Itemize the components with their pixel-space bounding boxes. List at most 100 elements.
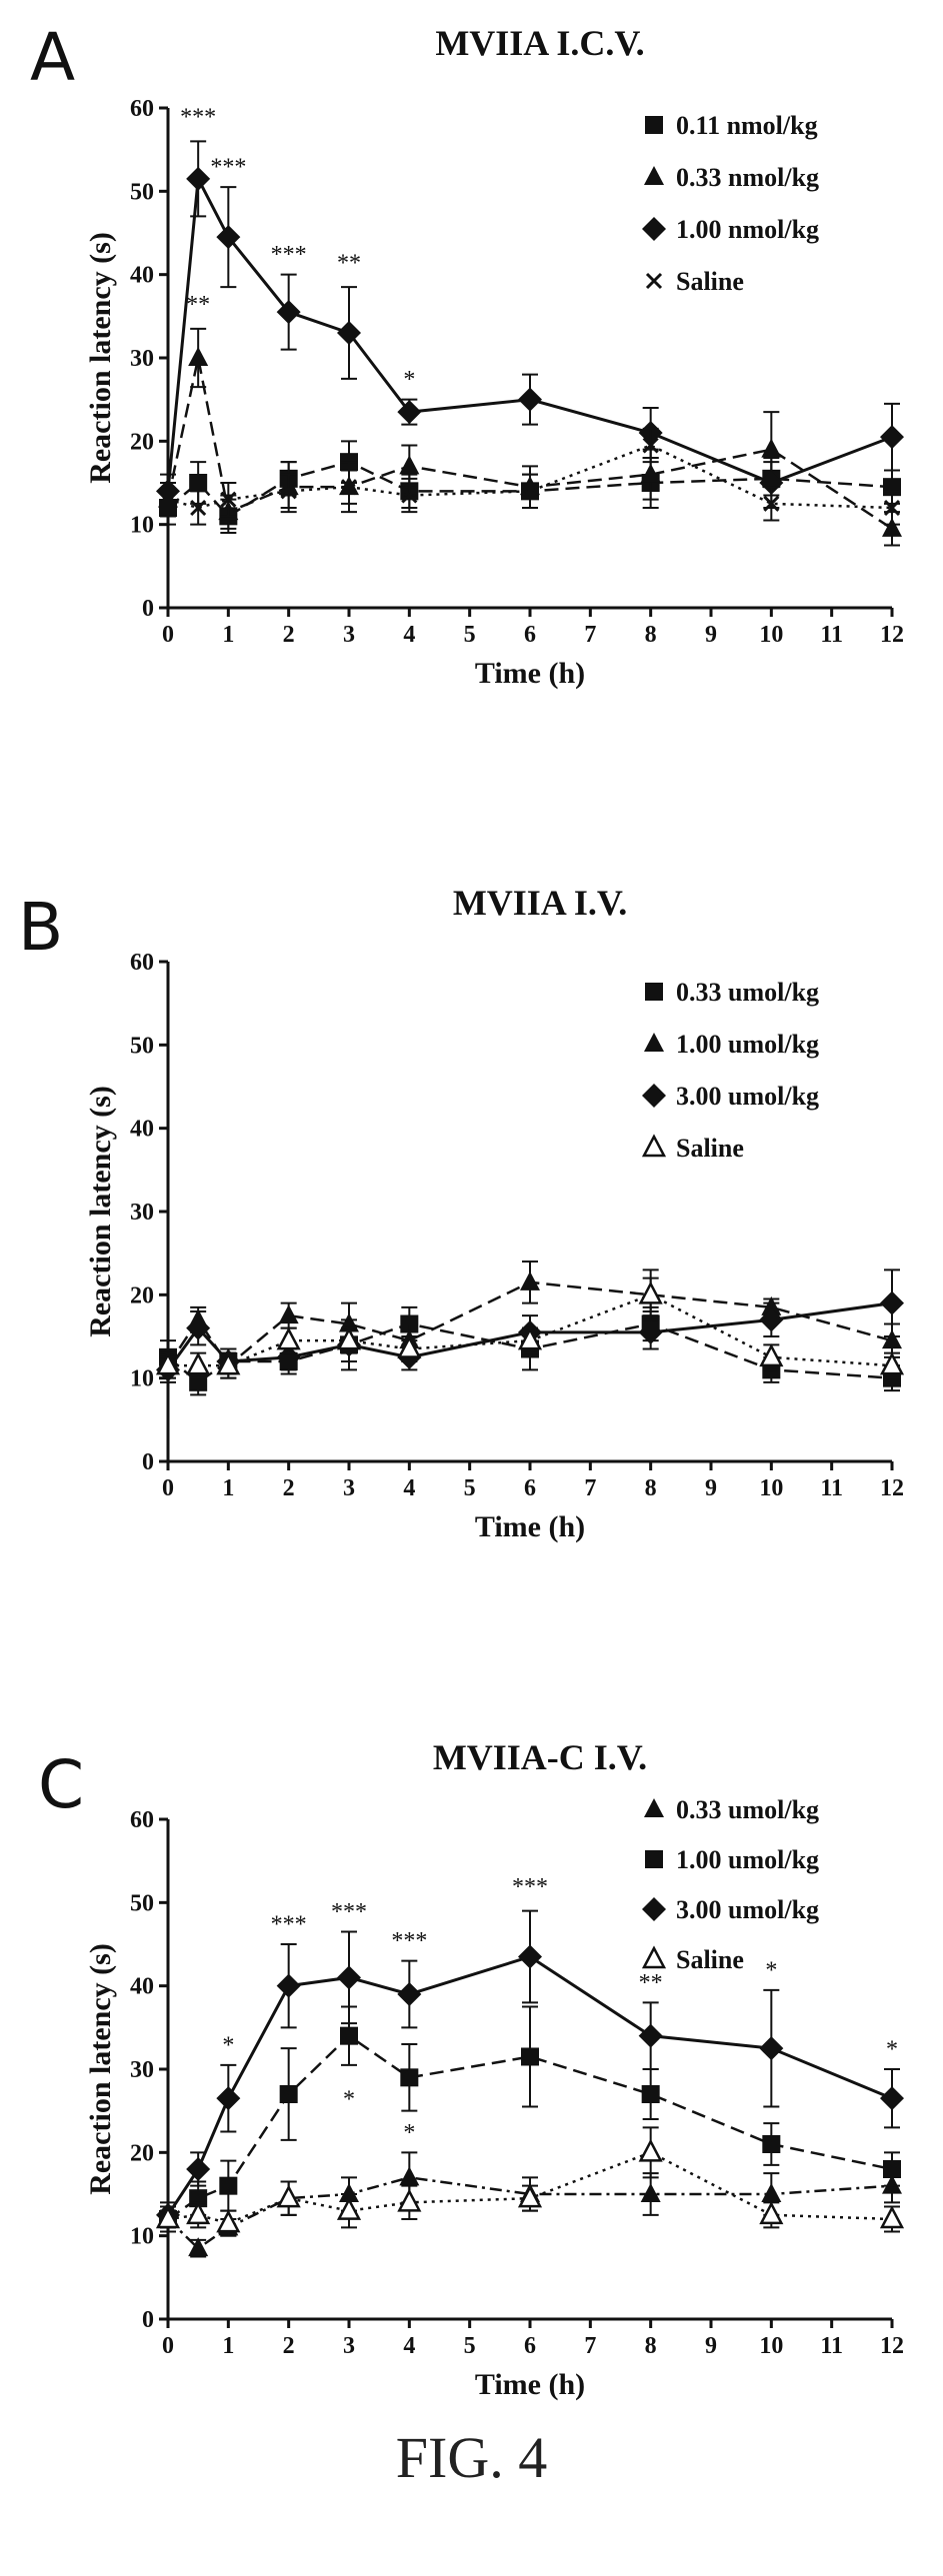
data-point [397, 2188, 422, 2212]
y-tick-label: 0 [142, 596, 154, 622]
data-point [397, 1982, 422, 2006]
data-point [640, 2183, 661, 2202]
x-tick-label: 10 [759, 1475, 783, 1501]
significance-label: * [343, 2087, 355, 2113]
data-point [880, 425, 904, 450]
x-tick-label: 12 [880, 1475, 904, 1501]
data-point [190, 499, 207, 517]
x-tick-label: 7 [584, 622, 596, 648]
legend-marker [645, 983, 663, 1001]
x-tick-label: 7 [584, 2333, 596, 2359]
data-point [216, 2086, 241, 2111]
series-line [166, 1301, 893, 1371]
data-point [880, 1290, 904, 1315]
significance-label: * [222, 2032, 234, 2058]
data-point [880, 2086, 904, 2111]
legend-marker [645, 272, 663, 290]
series-line [167, 1322, 893, 1384]
legend-entry: 1.00 umol/kg [645, 1845, 819, 1874]
data-point [521, 483, 539, 500]
x-tick-label: 6 [524, 622, 536, 648]
x-tick-label: 8 [645, 1475, 657, 1501]
x-tick-label: 5 [464, 2333, 476, 2359]
data-point [399, 455, 420, 475]
series-4 [155, 1277, 905, 1379]
significance-label: ** [639, 1970, 663, 1996]
series-4 [159, 427, 901, 526]
data-point [276, 1326, 301, 1350]
legend-marker [644, 166, 664, 185]
x-tick-label: 5 [464, 622, 476, 648]
x-tick-label: 11 [820, 2333, 843, 2359]
data-point [337, 1965, 361, 1990]
data-point [216, 225, 241, 250]
y-tick-label: 0 [142, 1449, 154, 1475]
x-tick-label: 2 [283, 2333, 295, 2359]
legend-marker [644, 1798, 664, 1817]
data-point [216, 1351, 241, 1375]
legend-label: 3.00 umol/kg [676, 1895, 819, 1924]
x-tick-label: 8 [645, 622, 657, 648]
y-tick-label: 20 [130, 429, 154, 455]
y-tick-label: 40 [130, 1117, 154, 1143]
significance-label: *** [271, 242, 307, 268]
data-point [276, 300, 301, 325]
legend-entry: Saline [641, 1134, 744, 1163]
legend-label: 1.00 umol/kg [676, 1845, 819, 1874]
legend-label: 0.33 umol/kg [676, 1795, 819, 1824]
data-point [883, 499, 901, 517]
significance-label: *** [391, 1928, 427, 1954]
data-point [763, 495, 780, 512]
series-3 [156, 1909, 904, 2229]
data-point [759, 1343, 784, 1367]
y-tick-label: 30 [130, 1200, 154, 1226]
data-point [759, 2036, 784, 2061]
data-point [336, 1326, 362, 1350]
x-tick-label: 9 [705, 1475, 717, 1501]
legend-entry: 0.11 nmol/kg [645, 111, 818, 140]
significance-label: ** [186, 292, 210, 318]
legend-label: 0.33 umol/kg [676, 978, 819, 1007]
y-tick-label: 10 [130, 1366, 154, 1392]
x-tick-label: 3 [343, 1475, 355, 1501]
x-tick-label: 8 [645, 2333, 657, 2359]
y-tick-label: 50 [130, 1033, 154, 1059]
data-point [279, 2085, 298, 2103]
panel-letter: B [18, 889, 63, 966]
series-line [168, 1292, 893, 1367]
legend-entry: 0.33 umol/kg [645, 978, 819, 1007]
data-point [220, 491, 237, 508]
x-tick-label: 4 [403, 622, 415, 648]
data-point [883, 2160, 901, 2178]
panel-letter: C [38, 1746, 84, 1823]
legend-entry: 1.00 nmol/kg [642, 215, 819, 244]
y-axis-label: Reaction latency (s) [84, 232, 117, 484]
data-point [518, 1944, 542, 1969]
series-line [167, 2176, 893, 2250]
significance-label: *** [331, 1899, 367, 1925]
data-point [276, 1973, 301, 1998]
data-point [761, 2183, 782, 2202]
series-line [166, 357, 893, 530]
data-point [521, 2047, 539, 2066]
data-point [759, 2201, 784, 2225]
data-point [520, 1271, 540, 1290]
x-axis-label: Time (h) [475, 1510, 585, 1543]
data-point [155, 2205, 181, 2229]
y-tick-label: 60 [130, 96, 154, 122]
data-point [216, 2209, 241, 2233]
x-tick-label: 1 [222, 1475, 234, 1501]
data-point [219, 2176, 238, 2195]
legend-entry: 1.00 umol/kg [644, 1030, 819, 1059]
significance-label: * [765, 1957, 777, 1983]
y-tick-label: 10 [130, 513, 154, 539]
legend-entry: 3.00 umol/kg [642, 1082, 819, 1111]
data-point [186, 2201, 211, 2225]
data-point [340, 2026, 358, 2045]
data-point [642, 437, 659, 454]
significance-label: ** [337, 251, 361, 277]
legend-label: 0.11 nmol/kg [676, 111, 818, 140]
legend-entry: 3.00 umol/kg [642, 1895, 819, 1924]
x-tick-label: 10 [759, 2333, 783, 2359]
